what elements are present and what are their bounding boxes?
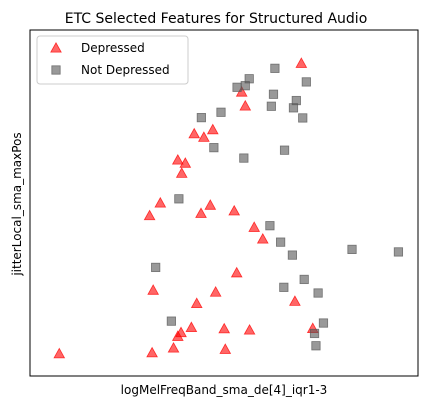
data-points-layer	[53, 57, 404, 359]
not-depressed-point	[347, 244, 357, 254]
depressed-point	[175, 167, 188, 178]
not-depressed-point	[268, 89, 279, 99]
depressed-point	[228, 204, 241, 216]
not-depressed-point	[270, 63, 280, 73]
triangle-legend-marker	[50, 41, 62, 53]
depressed-point	[190, 297, 203, 308]
depressed-point	[197, 131, 210, 142]
depressed-point	[185, 321, 198, 333]
depressed-point	[256, 232, 269, 244]
not-depressed-point	[209, 143, 219, 153]
depressed-point	[239, 99, 252, 111]
not-depressed-point	[309, 328, 320, 339]
not-depressed-point	[318, 318, 329, 328]
not-depressed-point	[174, 194, 184, 204]
not-depressed-point	[311, 341, 321, 351]
not-depressed-point	[287, 250, 298, 260]
legend-label: Depressed	[81, 41, 145, 55]
depressed-point	[167, 341, 180, 353]
y-axis-label: jitterLocal_sma_maxPos	[10, 132, 24, 276]
not-depressed-point	[196, 113, 206, 123]
not-depressed-point	[239, 153, 249, 163]
depressed-point	[147, 284, 160, 295]
square-legend-marker	[51, 65, 61, 75]
depressed-point	[179, 157, 192, 168]
not-depressed-point	[232, 82, 242, 92]
depressed-point	[143, 209, 156, 221]
depressed-point	[171, 153, 184, 165]
depressed-point	[53, 347, 66, 359]
depressed-point	[295, 57, 308, 68]
not-depressed-point	[276, 237, 286, 247]
not-depressed-point	[279, 145, 290, 155]
not-depressed-point	[313, 288, 323, 298]
not-depressed-point	[301, 77, 311, 87]
x-axis-label: logMelFreqBand_sma_de[4]_iqr1-3	[121, 383, 328, 397]
not-depressed-point	[299, 274, 309, 285]
depressed-point	[243, 323, 256, 335]
not-depressed-point	[216, 107, 226, 117]
depressed-point	[154, 196, 167, 208]
depressed-point	[195, 207, 207, 218]
not-depressed-point	[266, 101, 276, 111]
depressed-point	[219, 343, 232, 354]
not-depressed-point	[279, 282, 289, 292]
not-depressed-point	[240, 81, 250, 91]
plot-area	[29, 29, 419, 377]
not-depressed-point	[393, 247, 404, 257]
chart-title: ETC Selected Features for Structured Aud…	[65, 11, 368, 27]
not-depressed-point	[151, 262, 161, 273]
depressed-point	[188, 127, 201, 139]
depressed-point	[204, 199, 217, 210]
depressed-point	[209, 286, 222, 297]
legend-label: Not Depressed	[81, 63, 170, 77]
depressed-point	[206, 123, 219, 135]
depressed-point	[171, 330, 184, 341]
depressed-point	[218, 322, 231, 334]
legend-frame	[36, 35, 189, 85]
not-depressed-point	[288, 103, 299, 113]
depressed-point	[289, 295, 301, 306]
not-depressed-point	[166, 316, 176, 326]
depressed-point	[230, 266, 243, 278]
not-depressed-point	[265, 221, 275, 231]
depressed-point	[146, 346, 158, 358]
legend: Depressed Not Depressed	[36, 35, 189, 85]
not-depressed-point	[298, 113, 308, 123]
depressed-point	[248, 221, 261, 232]
